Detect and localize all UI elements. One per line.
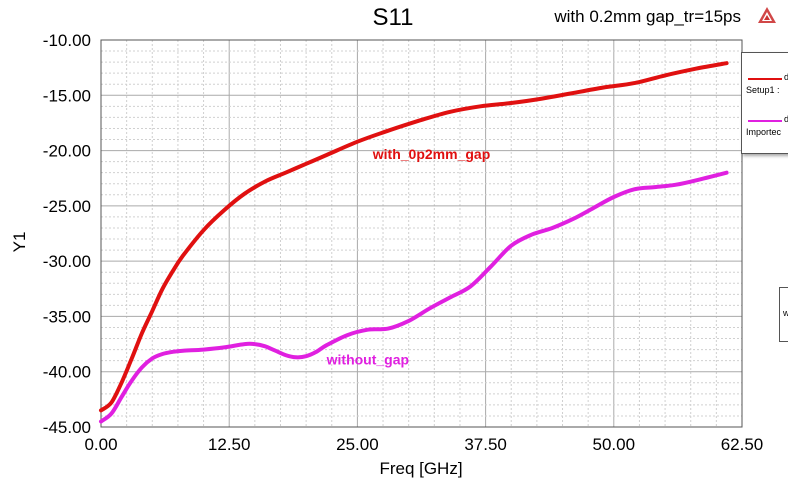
x-tick-label: 25.00 [336, 435, 379, 454]
y-tick-label: -25.00 [43, 197, 91, 216]
legend-sublabel-1: Setup1 : [746, 85, 780, 95]
series-line-1[interactable] [99, 61, 729, 413]
legend-label-2: dB [784, 114, 788, 124]
y-tick-label: -15.00 [43, 86, 91, 105]
secondary-legend[interactable]: w [779, 287, 788, 342]
legend-swatch-2 [748, 120, 782, 122]
x-tick-label: 12.50 [208, 435, 251, 454]
plot-grid [101, 40, 742, 427]
y-axis-ticks: -10.00 -15.00 -20.00 -25.00 -30.00 -35.00 -40.… [43, 31, 91, 437]
series-lines [99, 61, 729, 424]
y-tick-label: -40.00 [43, 363, 91, 382]
series-annotation-2: without_gap [326, 351, 409, 367]
ansys-logo-icon [758, 7, 776, 23]
series-annotations: with_0p2mm_gap without_gap [326, 146, 491, 368]
legend-swatch-1 [748, 78, 782, 80]
x-tick-label: 37.50 [464, 435, 507, 454]
chart-subtitle: with 0.2mm gap_tr=15ps [553, 7, 741, 26]
x-tick-label: 50.00 [593, 435, 636, 454]
x-tick-label: 0.00 [84, 435, 117, 454]
chart-title: S11 [373, 4, 414, 31]
x-axis-label: Freq [GHz] [379, 459, 462, 478]
legend-label-1: dB [784, 72, 788, 82]
y-tick-label: -35.00 [43, 307, 91, 326]
y-axis-label: Y1 [10, 232, 29, 253]
y-tick-label: -30.00 [43, 252, 91, 271]
y-tick-label: -45.00 [43, 418, 91, 437]
secondary-legend-label: w [783, 308, 788, 318]
series-line-2[interactable] [99, 170, 729, 424]
y-tick-label: -10.00 [43, 31, 91, 50]
y-tick-label: -20.00 [43, 142, 91, 161]
plot-area-border [100, 39, 743, 428]
legend-sublabel-2: Importec [746, 127, 782, 137]
x-tick-label: 62.50 [721, 435, 764, 454]
series-annotation-1: with_0p2mm_gap [372, 146, 490, 162]
legend[interactable]: dB Setup1 : dB Importec [741, 52, 788, 154]
x-axis-ticks: 0.00 12.50 25.00 37.50 50.00 62.50 [84, 435, 763, 454]
